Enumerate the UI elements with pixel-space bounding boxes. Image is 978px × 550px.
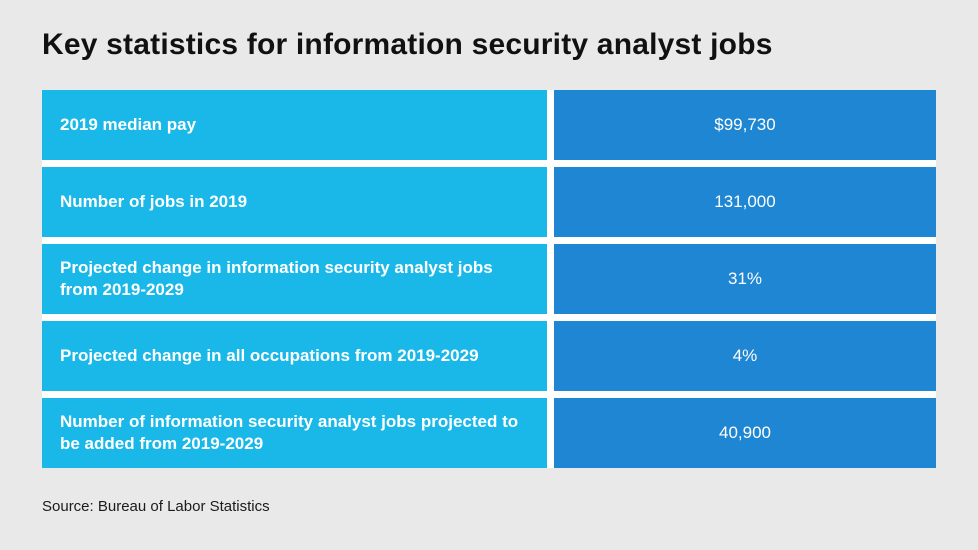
stat-label-projected-change-all: Projected change in all occupations from…	[42, 321, 547, 391]
statistics-table: 2019 median pay $99,730 Number of jobs i…	[42, 90, 936, 468]
stat-value-projected-change-all: 4%	[554, 321, 936, 391]
stat-label-jobs-2019: Number of jobs in 2019	[42, 167, 547, 237]
stat-label-median-pay: 2019 median pay	[42, 90, 547, 160]
stat-value-jobs-2019: 131,000	[554, 167, 936, 237]
table-row: Number of information security analyst j…	[42, 398, 936, 468]
table-row: Projected change in information security…	[42, 244, 936, 314]
table-row: Number of jobs in 2019 131,000	[42, 167, 936, 237]
stat-value-projected-change-analyst: 31%	[554, 244, 936, 314]
stat-value-median-pay: $99,730	[554, 90, 936, 160]
table-row: 2019 median pay $99,730	[42, 90, 936, 160]
source-attribution: Source: Bureau of Labor Statistics	[42, 498, 270, 515]
stat-label-projected-change-analyst: Projected change in information security…	[42, 244, 547, 314]
stat-label-jobs-added: Number of information security analyst j…	[42, 398, 547, 468]
stat-value-jobs-added: 40,900	[554, 398, 936, 468]
table-row: Projected change in all occupations from…	[42, 321, 936, 391]
page-title: Key statistics for information security …	[42, 28, 773, 61]
